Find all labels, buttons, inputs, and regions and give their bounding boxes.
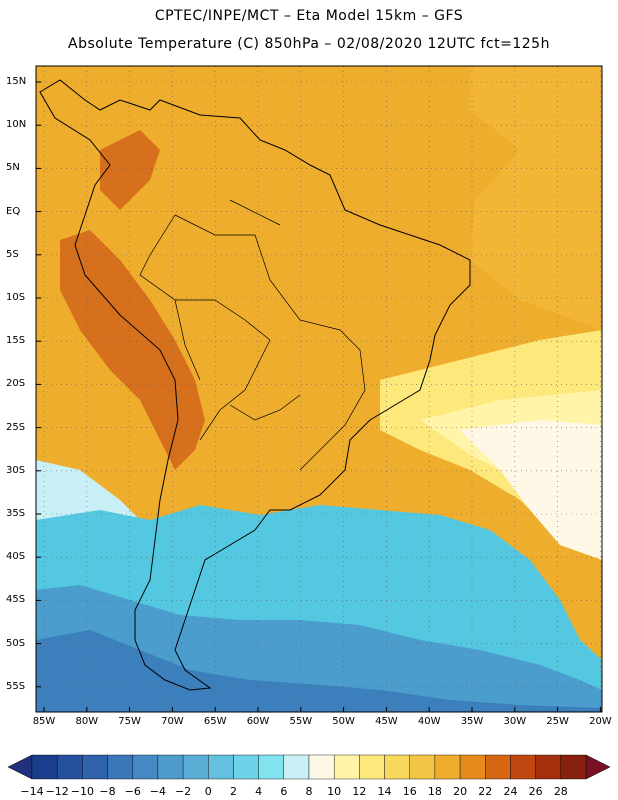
colorbar-right-arrow bbox=[585, 754, 611, 780]
colorbar-cell bbox=[409, 754, 436, 780]
latitude-label: 5S bbox=[6, 248, 19, 260]
colorbar-cell bbox=[132, 754, 159, 780]
colorbar-cell bbox=[459, 754, 486, 780]
colorbar-label: 26 bbox=[528, 785, 543, 798]
colorbar-label: 12 bbox=[352, 785, 367, 798]
longitude-label: 60W bbox=[246, 716, 270, 727]
colorbar-cell bbox=[510, 754, 536, 780]
colorbar-label: 18 bbox=[427, 785, 442, 798]
longitude-label: 80W bbox=[75, 716, 99, 727]
northern-andes-warm-zone bbox=[100, 130, 160, 210]
longitude-label: 65W bbox=[203, 716, 227, 727]
colorbar-label: 16 bbox=[402, 785, 417, 798]
colorbar-label: 24 bbox=[503, 785, 518, 798]
longitude-label: 50W bbox=[332, 716, 355, 727]
colorbar-label: −8 bbox=[99, 785, 116, 798]
colorbar-cell bbox=[31, 754, 58, 780]
colorbar bbox=[7, 754, 611, 780]
latitude-label: 55S bbox=[6, 680, 26, 692]
longitude-label: 85W bbox=[32, 716, 56, 727]
chart-title-line-1: CPTEC/INPE/MCT – Eta Model 15km – GFS bbox=[154, 8, 464, 24]
colorbar-cell bbox=[535, 754, 562, 780]
longitude-label: 55W bbox=[289, 716, 313, 727]
colorbar-cell bbox=[283, 754, 310, 780]
andes-warm-zone bbox=[60, 230, 205, 470]
longitude-label: 45W bbox=[375, 716, 398, 727]
colorbar-label: 0 bbox=[204, 785, 212, 798]
colorbar-label: 28 bbox=[553, 785, 568, 798]
colorbar-label: 14 bbox=[377, 785, 392, 798]
latitude-label: 10N bbox=[6, 119, 27, 131]
colorbar-cell bbox=[333, 754, 360, 780]
colorbar-cell bbox=[258, 754, 285, 780]
colorbar-cell bbox=[359, 754, 385, 780]
colorbar-cell bbox=[56, 754, 83, 780]
longitude-label: 20W bbox=[589, 716, 612, 727]
cold-deep-zone bbox=[36, 630, 602, 712]
colorbar-cell bbox=[182, 754, 209, 780]
colorbar-cell bbox=[233, 754, 259, 780]
longitude-label: 40W bbox=[417, 716, 441, 727]
axis-ticks bbox=[36, 81, 601, 712]
colorbar-cell bbox=[384, 754, 410, 780]
latitude-label: 20S bbox=[6, 378, 26, 390]
latitude-label: 25S bbox=[6, 421, 26, 433]
latitude-label: EQ bbox=[6, 205, 21, 217]
colorbar-label: 8 bbox=[305, 785, 313, 798]
colorbar-cell bbox=[485, 754, 511, 780]
colorbar-cell bbox=[308, 754, 335, 780]
latitude-label: 50S bbox=[6, 637, 26, 649]
colorbar-cells bbox=[31, 754, 587, 780]
colorbar-label: −4 bbox=[149, 785, 167, 798]
longitude-label: 35W bbox=[460, 716, 484, 727]
latitude-label: 45S bbox=[6, 594, 26, 606]
plot-frame bbox=[35, 65, 603, 713]
colorbar-cell bbox=[560, 754, 587, 780]
colorbar-label: 4 bbox=[255, 785, 263, 798]
latitude-label: 10S bbox=[6, 292, 26, 303]
colorbar-label: −10 bbox=[70, 785, 94, 798]
colorbar-label: 22 bbox=[478, 785, 493, 798]
cream-zone bbox=[460, 420, 602, 560]
chart-title-line-2: Absolute Temperature (C) 850hPa – 02/08/… bbox=[68, 36, 550, 52]
colorbar-label: 2 bbox=[229, 785, 237, 798]
colorbar-cell bbox=[157, 754, 184, 780]
colorbar-label: −6 bbox=[124, 785, 141, 798]
longitude-label: 70W bbox=[161, 716, 184, 727]
latitude-label: 40S bbox=[6, 551, 26, 563]
longitude-label: 75W bbox=[118, 716, 141, 727]
colorbar-left-arrow bbox=[7, 754, 33, 780]
colorbar-cell bbox=[208, 754, 234, 780]
tropical-atlantic-zone bbox=[470, 66, 602, 330]
colorbar-cell bbox=[107, 754, 133, 780]
colorbar-label: 6 bbox=[280, 785, 288, 798]
latitude-label: 35S bbox=[6, 508, 26, 519]
colorbar-cell bbox=[82, 754, 108, 780]
latitude-label: 5N bbox=[6, 162, 20, 174]
country-borders bbox=[139, 199, 366, 471]
colorbar-label: 20 bbox=[453, 785, 468, 798]
temperature-field bbox=[36, 66, 602, 712]
colorbar-label: 10 bbox=[327, 785, 342, 798]
colorbar-label: −14 bbox=[20, 785, 44, 798]
coastline bbox=[39, 79, 471, 691]
colorbar-cell bbox=[434, 754, 461, 780]
latitude-label: 15N bbox=[6, 76, 27, 87]
colorbar-label: −12 bbox=[45, 785, 69, 798]
colorbar-label: −2 bbox=[174, 785, 192, 798]
latitude-label: 30S bbox=[6, 464, 26, 476]
longitude-label: 30W bbox=[503, 716, 527, 727]
longitude-label: 25W bbox=[546, 716, 569, 727]
latitude-label: 15S bbox=[6, 335, 26, 347]
